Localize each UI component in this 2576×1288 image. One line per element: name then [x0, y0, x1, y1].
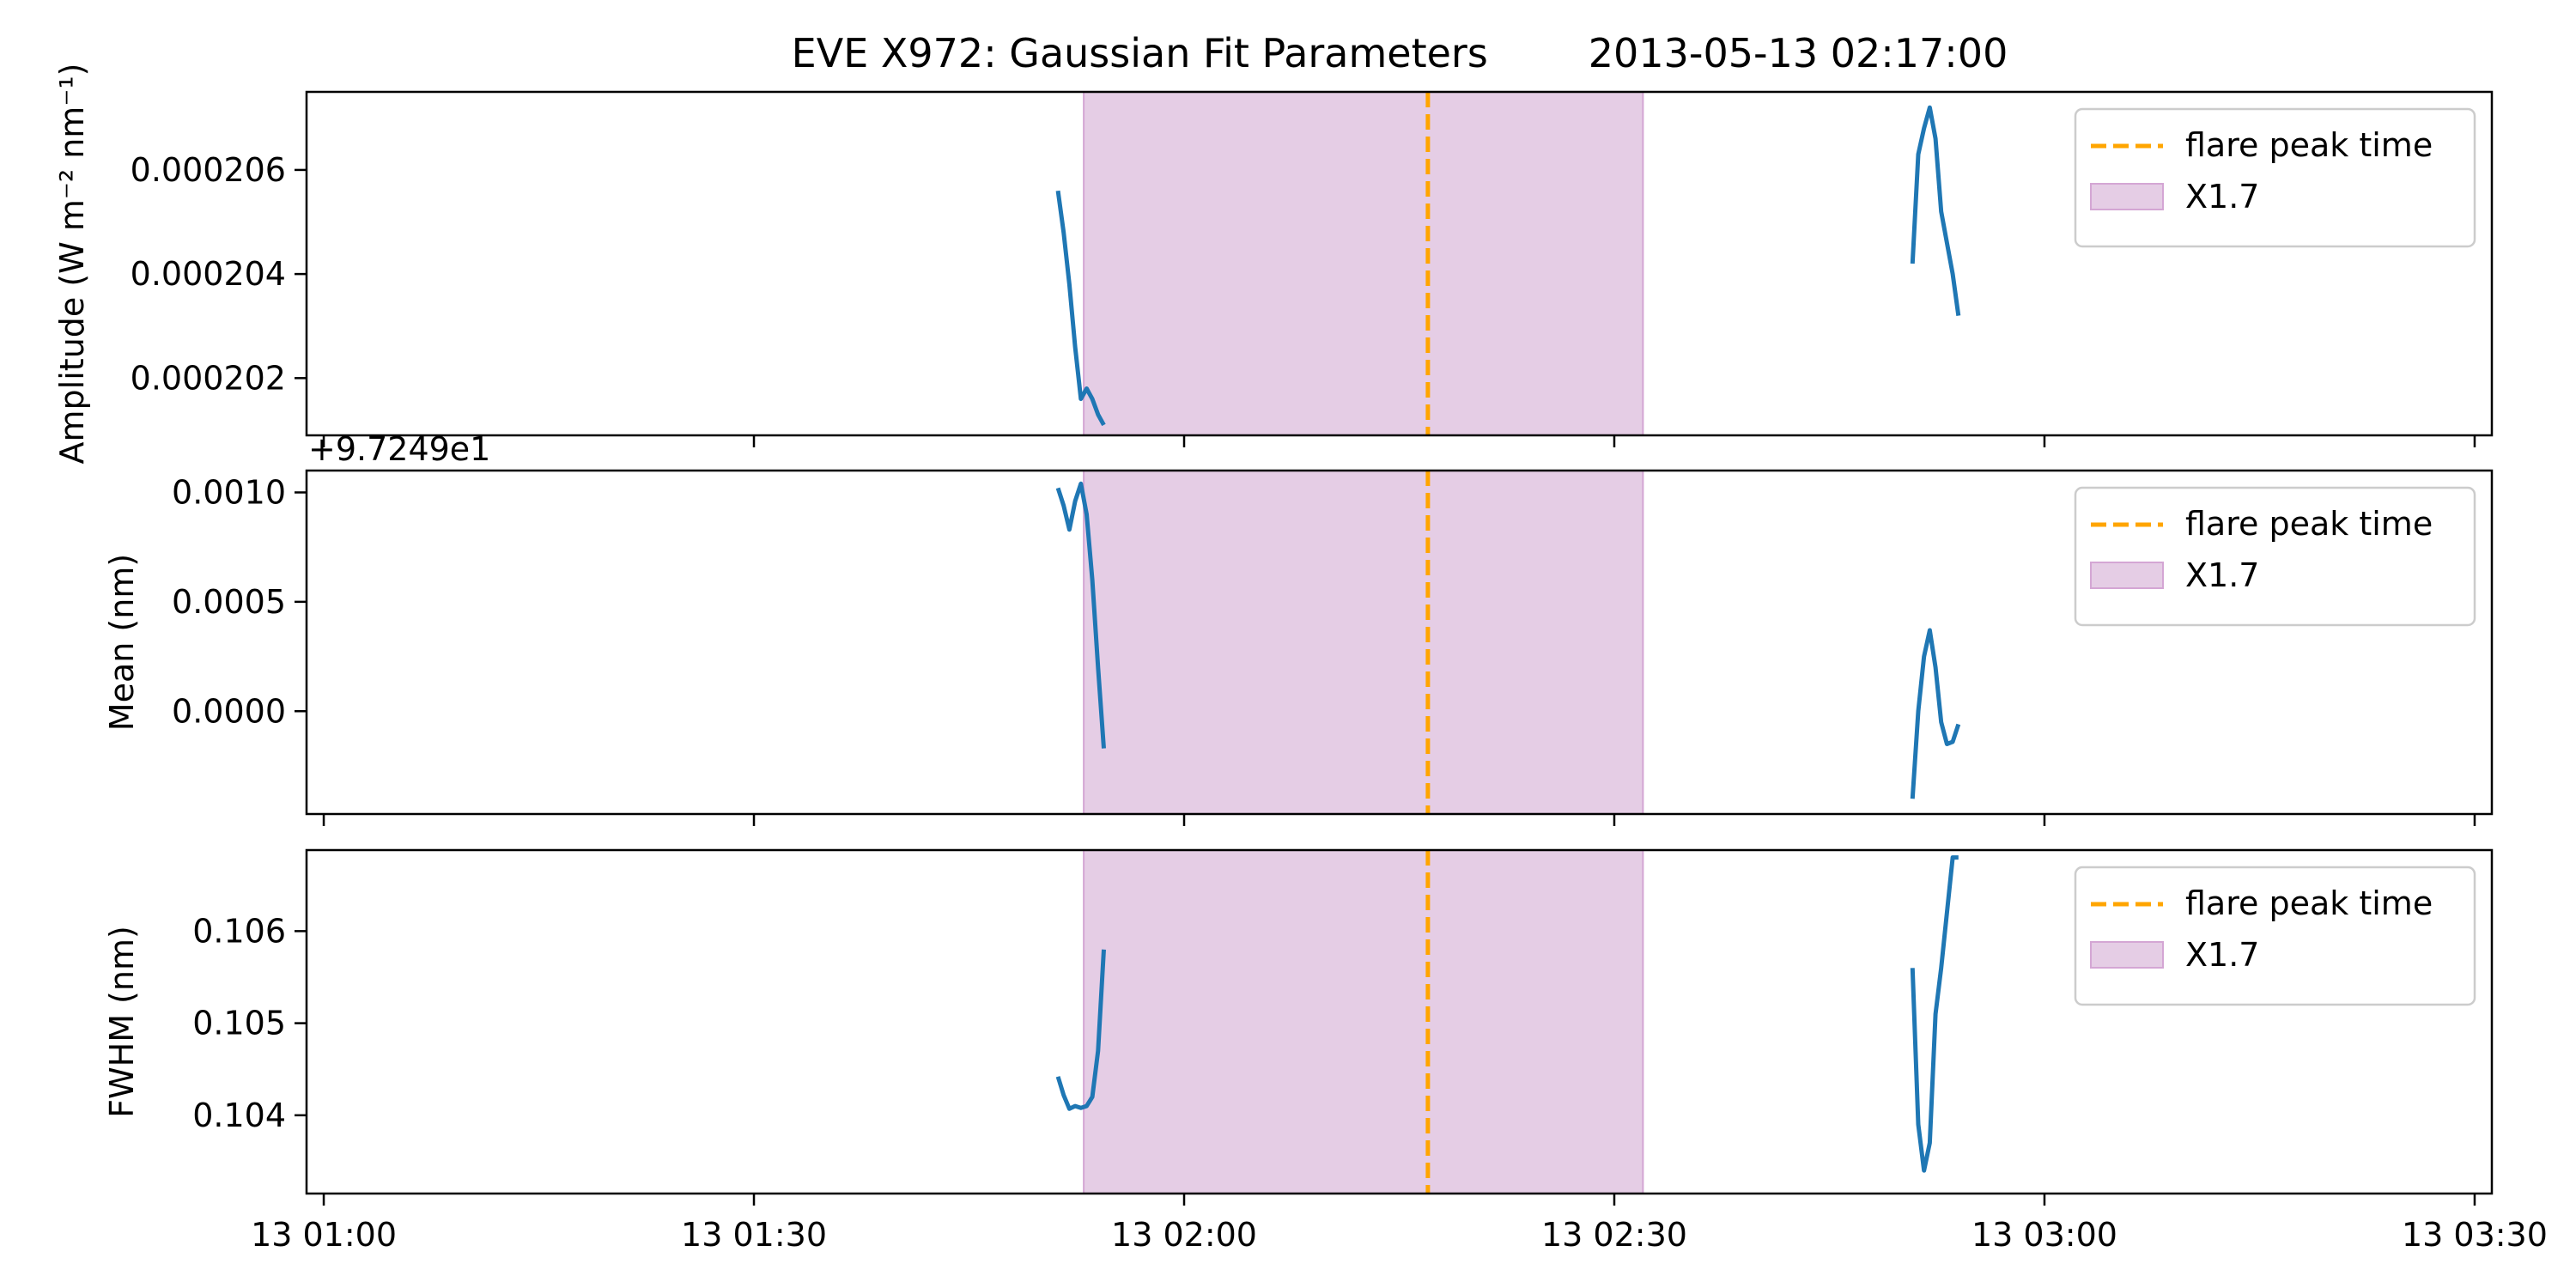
y-axis-label: FWHM (nm)	[103, 926, 141, 1118]
legend-swatch-flare-class	[2090, 941, 2164, 969]
panel-fwhm: 0.104 0.105 0.106 13 01:00 13 01:30 13 02:00 1…	[103, 848, 2548, 1254]
flare-span	[1083, 849, 1644, 1194]
series-line-segment-1	[1055, 190, 1106, 427]
series-line-segment-1	[1055, 949, 1106, 1111]
legend-box	[2074, 107, 2476, 248]
series-line-segment-2	[1910, 855, 1959, 1173]
chart-panels: 0.000202 0.000204 0.000206 Amplitude (W m⁻²…	[53, 64, 2548, 1254]
x-tick-label: 13 01:00	[251, 1216, 397, 1254]
y-axis-label: Mean (nm)	[103, 554, 141, 731]
legend-label-flare-class: X1.7	[2185, 556, 2259, 594]
legend-label-flare-peak: flare peak time	[2185, 884, 2433, 922]
legend-box	[2074, 866, 2476, 1006]
axes-frame	[305, 469, 2494, 816]
series-line-segment-2	[1910, 105, 1961, 316]
x-tick-label: 13 01:30	[681, 1216, 827, 1254]
y-offset-label: +9.7249e1	[308, 430, 490, 468]
y-tick-label: 0.000206	[131, 151, 286, 189]
y-tick-label: 0.0010	[172, 473, 286, 511]
y-tick-label: 0.106	[192, 912, 286, 950]
x-tick-label: 13 02:30	[1541, 1216, 1687, 1254]
x-tick-label: 13 03:00	[1971, 1216, 2117, 1254]
legend-swatch-flare-class	[2090, 183, 2164, 210]
flare-span	[1083, 91, 1644, 436]
legend-swatch-flare-class	[2090, 562, 2164, 589]
panel-mean: 0.0000 0.0005 0.0010 +9.7249e1 Mean (nm) flar…	[103, 430, 2494, 826]
legend: flare peak time X1.7	[2074, 107, 2476, 248]
legend-box	[2074, 486, 2476, 627]
x-tick-label: 13 02:00	[1111, 1216, 1257, 1254]
axes-frame	[305, 848, 2494, 1195]
y-tick-label: 0.104	[192, 1097, 286, 1134]
axes-frame	[305, 90, 2494, 437]
legend: flare peak time X1.7	[2074, 866, 2476, 1006]
legend-label-flare-peak: flare peak time	[2185, 505, 2433, 543]
y-tick-label: 0.000202	[131, 359, 286, 397]
legend-label-flare-class: X1.7	[2185, 178, 2259, 216]
legend: flare peak time X1.7	[2074, 486, 2476, 627]
series-line-segment-1	[1055, 481, 1106, 749]
y-tick-label: 0.000204	[131, 255, 286, 293]
y-tick-label: 0.0000	[172, 692, 286, 730]
figure-title: EVE X972: Gaussian Fit Parameters 2013-0…	[792, 30, 2008, 76]
flare-span	[1083, 470, 1644, 815]
legend-label-flare-class: X1.7	[2185, 936, 2259, 974]
series-line-segment-2	[1910, 628, 1961, 799]
y-axis-label: Amplitude (W m⁻² nm⁻¹)	[53, 64, 91, 465]
panel-amplitude: 0.000202 0.000204 0.000206 Amplitude (W m⁻²…	[53, 64, 2494, 465]
y-tick-label: 0.0005	[172, 583, 286, 621]
legend-label-flare-peak: flare peak time	[2185, 126, 2433, 164]
y-tick-label: 0.105	[192, 1005, 286, 1042]
x-tick-label: 13 03:30	[2402, 1216, 2548, 1254]
